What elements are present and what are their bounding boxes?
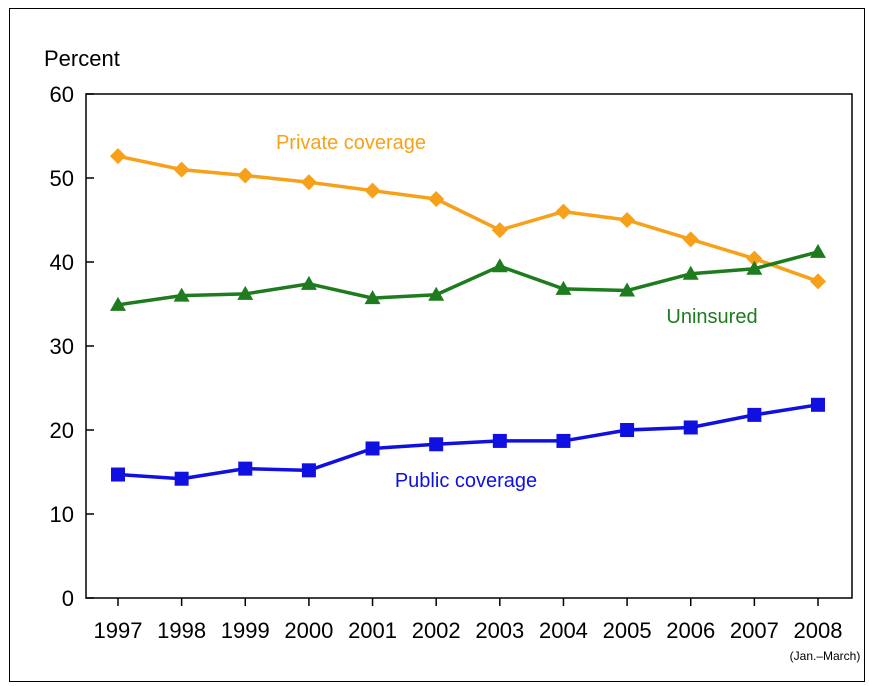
private-coverage-point <box>428 191 445 207</box>
private-coverage-point <box>110 148 126 165</box>
public-coverage-point <box>174 471 189 486</box>
x-tick-label: 2002 <box>412 618 461 643</box>
y-tick-label: 40 <box>50 250 74 275</box>
uninsured-point <box>428 286 445 301</box>
public-coverage-point <box>747 407 762 422</box>
x-tick-sublabel: (Jan.–March) <box>790 649 861 663</box>
private-coverage-line <box>117 154 819 283</box>
y-tick-label: 20 <box>50 418 74 443</box>
uninsured-point <box>110 296 126 311</box>
uninsured-label: Uninsured <box>666 306 757 328</box>
x-tick-label: 1999 <box>221 618 270 643</box>
x-tick-label: 2000 <box>284 618 333 643</box>
x-tick-label: 1997 <box>94 618 143 643</box>
y-tick-label: 50 <box>50 166 74 191</box>
y-tick-label: 60 <box>50 82 74 107</box>
private-coverage-point <box>746 250 763 267</box>
public-coverage-line <box>117 403 819 481</box>
x-tick-label: 2001 <box>348 618 397 643</box>
public-coverage-point <box>238 461 253 476</box>
public-coverage-point <box>492 433 507 448</box>
private-coverage-point <box>682 231 699 248</box>
uninsured-point <box>173 287 190 302</box>
private-coverage-point <box>555 203 572 220</box>
private-coverage-point <box>173 161 190 178</box>
private-coverage-point <box>364 182 381 199</box>
y-tick-label: 10 <box>50 502 74 527</box>
private-coverage-point <box>810 273 826 290</box>
public-coverage-label: Public coverage <box>395 470 537 492</box>
public-coverage-point <box>365 441 380 456</box>
uninsured-point <box>746 260 763 275</box>
public-coverage-point <box>111 467 125 482</box>
x-tick-label: 2008 <box>794 618 843 643</box>
private-coverage-point <box>619 212 636 228</box>
x-tick-label: 2006 <box>666 618 715 643</box>
uninsured-point <box>810 243 826 258</box>
uninsured-point <box>619 282 636 297</box>
uninsured-point <box>491 258 508 273</box>
x-tick-label: 2005 <box>603 618 652 643</box>
y-axis-title: Percent <box>44 46 120 71</box>
public-coverage-point <box>556 433 571 448</box>
y-tick-label: 0 <box>62 586 74 611</box>
uninsured-point <box>364 290 381 305</box>
public-coverage-point <box>301 463 316 478</box>
private-coverage-point <box>237 167 254 184</box>
x-tick-label: 2007 <box>730 618 779 643</box>
uninsured-point <box>682 265 699 280</box>
uninsured-point <box>300 275 317 290</box>
public-coverage-point <box>620 423 635 437</box>
y-tick-label: 30 <box>50 334 74 359</box>
private-coverage-point <box>491 222 508 239</box>
x-tick-label: 1998 <box>157 618 206 643</box>
plot-border <box>85 93 853 599</box>
chart-frame <box>9 8 865 682</box>
x-tick-label: 2004 <box>539 618 588 643</box>
private-coverage-label: Private coverage <box>276 132 426 154</box>
private-coverage-point <box>300 174 317 191</box>
public-coverage-point <box>683 420 698 435</box>
uninsured-point <box>555 280 572 295</box>
public-coverage-point <box>429 437 444 452</box>
x-tick-label: 2003 <box>475 618 524 643</box>
plot-area: 0 10 20 30 40 50 60 1997 1998 1999 2000 2001 2002 200… <box>50 82 861 663</box>
uninsured-point <box>237 285 254 300</box>
public-coverage-point <box>811 397 825 412</box>
uninsured-line <box>117 250 819 307</box>
